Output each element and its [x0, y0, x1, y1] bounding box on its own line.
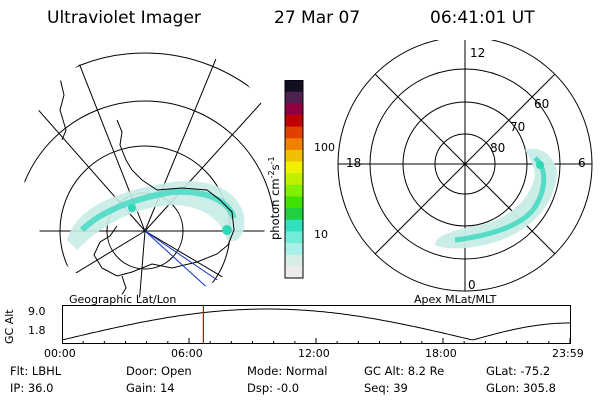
altitude-ylabel: GC Alt — [3, 309, 16, 344]
colorbar-unit-label: photon cm-2s-1 — [267, 156, 282, 240]
colorbar-swatch — [285, 173, 303, 186]
apex-panel-label: Apex MLat/MLT — [414, 293, 497, 306]
altitude-plot — [62, 305, 571, 344]
geographic-map — [24, 42, 280, 298]
aurora-emission-right — [435, 148, 557, 249]
geographic-panel-label: Geographic Lat/Lon — [69, 293, 177, 306]
colorbar-tick-10: 10 — [314, 228, 328, 241]
info-seq: Seq: 39 — [364, 381, 408, 395]
colorbar-swatch — [285, 231, 303, 244]
altitude-ytick-1-8: 1.8 — [28, 324, 46, 337]
colorbar-swatch — [285, 103, 303, 116]
colorbar-swatch — [285, 196, 303, 209]
colorbar — [284, 80, 304, 279]
colorbar-swatch — [285, 208, 303, 221]
aurora-emission-left — [67, 181, 245, 250]
satellite-track — [144, 230, 233, 293]
info-gain: Gain: 14 — [126, 381, 175, 395]
colorbar-swatch — [285, 91, 303, 104]
date: 27 Mar 07 — [274, 8, 361, 28]
info-flt: Flt: LBHL — [10, 364, 62, 378]
altitude-xtick-0000: 00:00 — [44, 347, 76, 360]
mlt-label-12: 12 — [470, 46, 486, 60]
altitude-xtick-1800: 18:00 — [425, 347, 457, 360]
colorbar-swatch — [285, 138, 303, 151]
colorbar-swatch — [285, 184, 303, 197]
colorbar-swatch — [285, 254, 303, 267]
mlat-label-80: 80 — [490, 141, 506, 155]
mlt-label-18: 18 — [346, 156, 362, 170]
altitude-ytick-9: 9.0 — [28, 305, 46, 318]
altitude-xtick-1200: 12:00 — [298, 347, 330, 360]
colorbar-swatch — [285, 149, 303, 163]
time: 06:41:01 UT — [430, 8, 535, 28]
colorbar-swatch — [285, 161, 303, 174]
info-glat: GLat: -75.2 — [486, 364, 551, 378]
colorbar-swatch — [285, 114, 303, 128]
info-gcalt: GC Alt: 8.2 Re — [364, 364, 445, 378]
info-door: Door: Open — [126, 364, 192, 378]
info-dsp: Dsp: -0.0 — [247, 381, 300, 395]
mlat-label-60: 60 — [534, 97, 550, 111]
title: Ultraviolet Imager — [47, 8, 201, 28]
mlt-label-0: 0 — [468, 278, 476, 292]
apex-polar-plot — [337, 40, 593, 292]
altitude-xtick-0600: 06:00 — [171, 347, 203, 360]
colorbar-tick-100: 100 — [314, 141, 335, 154]
altitude-xtick-2359: 23:59 — [552, 347, 584, 360]
mlt-label-6: 6 — [578, 156, 586, 170]
info-ip: IP: 36.0 — [10, 381, 54, 395]
info-mode: Mode: Normal — [247, 364, 328, 378]
colorbar-swatch — [285, 243, 303, 256]
colorbar-swatch — [285, 126, 303, 139]
colorbar-swatch — [285, 266, 303, 279]
colorbar-swatch — [285, 219, 303, 232]
colorbar-swatch — [285, 80, 303, 93]
mlat-label-70: 70 — [510, 120, 526, 134]
info-glon: GLon: 305.8 — [486, 381, 556, 395]
